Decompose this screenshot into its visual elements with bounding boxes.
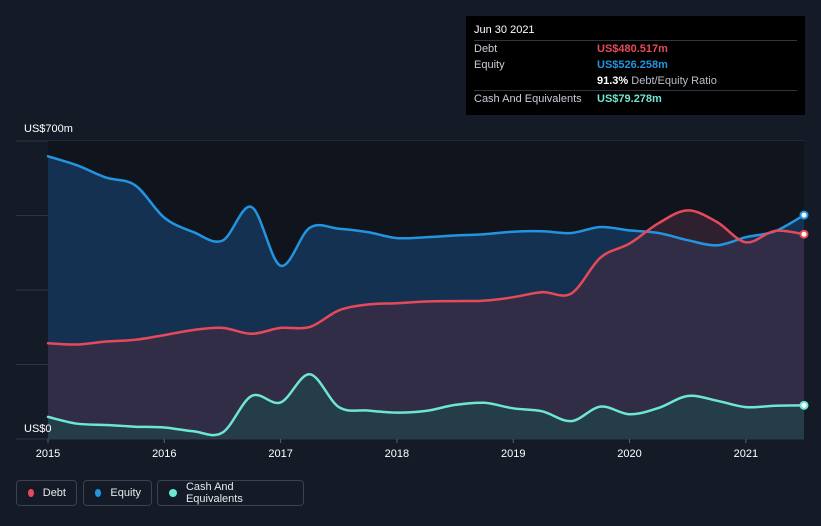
tooltip-equity-label: Equity <box>474 59 505 71</box>
tooltip-ratio-row: 91.3% Debt/Equity Ratio <box>474 73 797 89</box>
tooltip-debt-row: Debt US$480.517m <box>474 40 797 57</box>
y-axis-top-label: US$700m <box>24 123 73 135</box>
legend-item-cash[interactable]: Cash And Equivalents <box>157 480 304 506</box>
x-tick-label-2015: 2015 <box>36 448 60 460</box>
tooltip-equity-row: Equity US$526.258m <box>474 57 797 73</box>
tooltip-cash-value: US$79.278m <box>597 93 662 105</box>
x-tick-label-2017: 2017 <box>268 448 292 460</box>
debt-area <box>48 210 804 439</box>
legend-label-debt: Debt <box>42 487 66 499</box>
end-markers[interactable] <box>799 210 809 410</box>
x-axis-ticks: 2015 2016 2017 2018 2019 2020 2021 <box>36 439 758 460</box>
x-tick-label-2019: 2019 <box>501 448 525 460</box>
cash-legend-dot <box>169 489 177 497</box>
legend-label-cash: Cash And Equivalents <box>185 481 243 505</box>
x-tick-label-2016: 2016 <box>152 448 176 460</box>
equity-legend-dot <box>95 489 102 497</box>
legend-item-debt[interactable]: Debt <box>16 480 77 506</box>
y-axis-bottom-label: US$0 <box>24 423 52 435</box>
equity-line <box>46 155 806 267</box>
cash-area <box>48 374 804 439</box>
x-tick-label-2021: 2021 <box>734 448 758 460</box>
debt-line <box>46 209 806 346</box>
tooltip-debt-label: Debt <box>474 43 498 55</box>
hover-tooltip: Jun 30 2021 Debt US$480.517m Equity US$5… <box>466 16 805 115</box>
tooltip-ratio-label: Debt/Equity Ratio <box>631 75 717 87</box>
series-areas <box>48 156 804 440</box>
debt-end-marker[interactable] <box>799 229 809 239</box>
tooltip-debt-value: US$480.517m <box>597 43 668 55</box>
cash-line <box>46 373 806 437</box>
legend-item-equity[interactable]: Equity <box>83 480 152 506</box>
tooltip-equity-value: US$526.258m <box>597 59 668 71</box>
equity-end-marker[interactable] <box>799 210 809 220</box>
x-tick-label-2018: 2018 <box>385 448 409 460</box>
debt-legend-dot <box>28 489 34 497</box>
cash-end-marker[interactable] <box>799 400 809 410</box>
legend-label-equity: Equity <box>110 487 141 499</box>
tooltip-cash-row: Cash And Equivalents US$79.278m <box>474 90 797 107</box>
tooltip-date: Jun 30 2021 <box>474 24 535 36</box>
x-tick-label-2020: 2020 <box>617 448 641 460</box>
series-lines <box>46 155 806 437</box>
tooltip-cash-label: Cash And Equivalents <box>474 93 582 105</box>
tooltip-ratio-value: 91.3% <box>597 75 629 87</box>
